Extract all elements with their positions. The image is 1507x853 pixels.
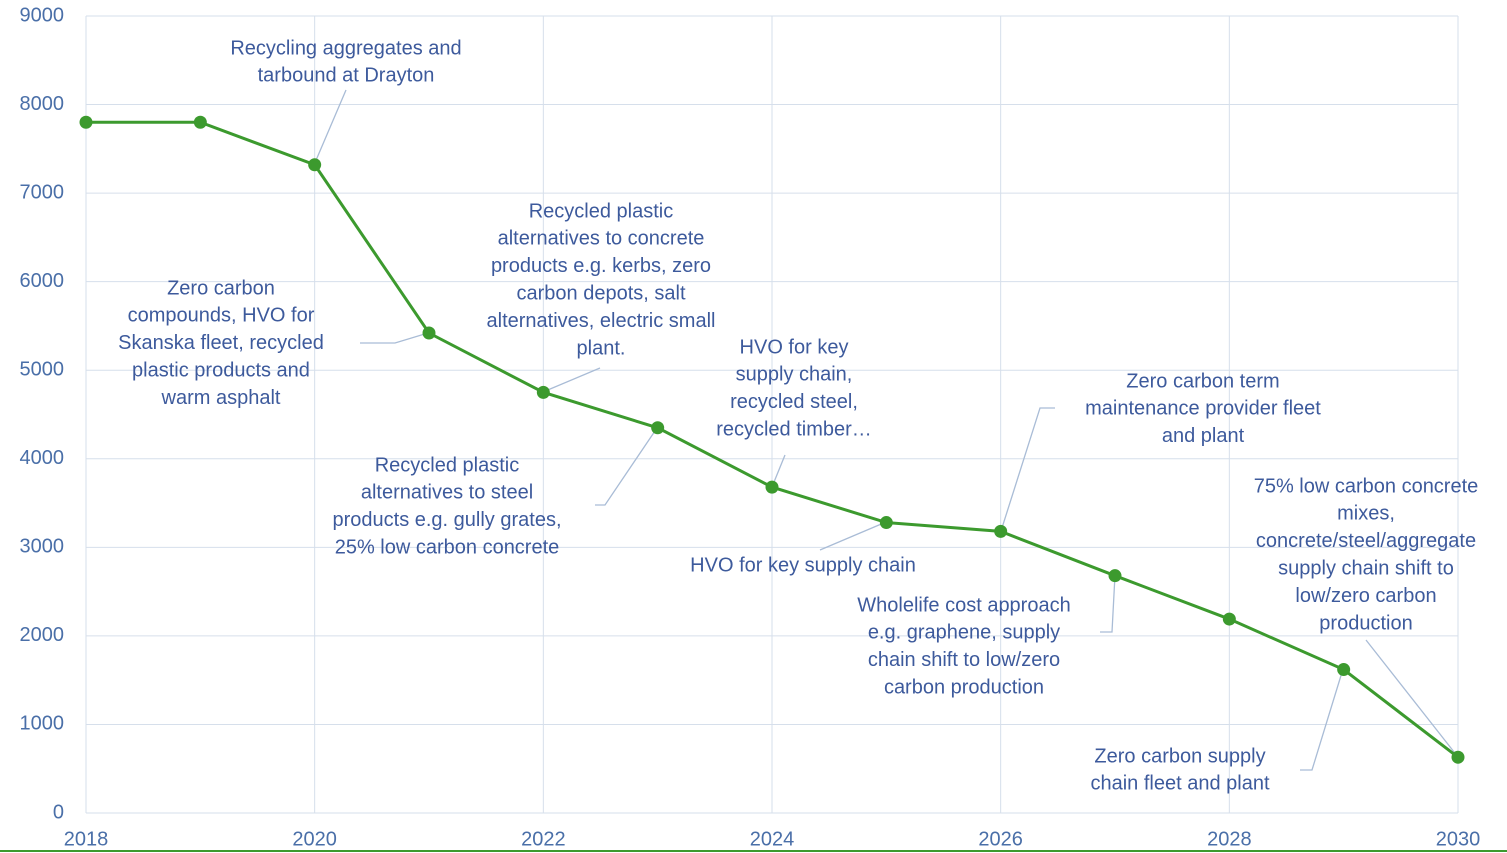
y-tick-label: 9000: [20, 4, 65, 26]
x-tick-label: 2030: [1436, 828, 1481, 850]
y-tick-label: 2000: [20, 624, 65, 646]
annotation-text: supply chain,: [736, 364, 853, 386]
annotation-text: e.g. graphene, supply: [868, 622, 1060, 644]
point: [879, 516, 893, 530]
point: [79, 115, 93, 129]
annotation-text: Skanska fleet, recycled: [118, 332, 324, 354]
annotation-leader: [1000, 407, 1055, 532]
point: [1222, 612, 1236, 626]
annotation-text: compounds, HVO for: [128, 305, 315, 327]
y-tick-label: 0: [53, 801, 64, 823]
point: [994, 524, 1008, 538]
annotation-text: products e.g. gully grates,: [332, 509, 561, 531]
point: [765, 480, 779, 494]
annotation-text: maintenance provider fleet: [1085, 398, 1321, 420]
point: [308, 158, 322, 172]
annotation-text: alternatives, electric small: [487, 310, 716, 332]
annotation-text: Wholelife cost approach: [857, 594, 1070, 616]
annotation-leader: [360, 332, 429, 344]
annotation-text: plastic products and: [132, 359, 310, 381]
annotation-text: plant.: [577, 337, 626, 359]
x-tick-label: 2022: [521, 828, 566, 850]
point: [193, 115, 207, 129]
point: [1108, 569, 1122, 583]
annotation-leader: [819, 521, 887, 551]
annotation-text: 75% low carbon concrete: [1254, 475, 1479, 497]
point: [536, 385, 550, 399]
annotation-text: alternatives to concrete: [498, 228, 705, 250]
annotation-text: concrete/steel/aggregate: [1256, 530, 1476, 552]
annotation-text: alternatives to steel: [361, 482, 533, 504]
y-tick-label: 8000: [20, 93, 65, 115]
annotation-leader: [1365, 639, 1459, 758]
y-tick-label: 7000: [20, 181, 65, 203]
x-tick-label: 2028: [1207, 828, 1252, 850]
y-tick-label: 4000: [20, 447, 65, 469]
annotation-text: warm asphalt: [161, 387, 281, 409]
annotation-text: and plant: [1162, 425, 1245, 447]
annotation-leader: [1100, 574, 1116, 633]
annotation-leader: [1300, 668, 1344, 771]
annotation-text: recycled steel,: [730, 391, 858, 413]
annotation-leader: [542, 367, 601, 393]
annotation-text: Zero carbon supply: [1094, 745, 1265, 767]
y-tick-label: 1000: [20, 713, 65, 735]
annotation-text: carbon depots, salt: [517, 282, 686, 304]
annotation-text: chain shift to low/zero: [868, 649, 1060, 671]
annotation-text: Zero carbon term: [1126, 370, 1279, 392]
annotation-text: production: [1319, 612, 1412, 634]
y-tick-label: 5000: [20, 359, 65, 381]
point: [1451, 750, 1465, 764]
x-tick-label: 2024: [750, 828, 795, 850]
annotation-text: recycled timber…: [716, 418, 872, 440]
annotation-text: supply chain shift to: [1278, 557, 1454, 579]
x-tick-label: 2026: [978, 828, 1023, 850]
annotation-text: HVO for key supply chain: [690, 554, 916, 576]
x-tick-label: 2018: [64, 828, 109, 850]
annotation-text: Recycled plastic: [375, 454, 520, 476]
annotation-leader: [595, 427, 658, 506]
annotation-text: products e.g. kerbs, zero: [491, 255, 711, 277]
annotation-text: low/zero carbon: [1295, 585, 1436, 607]
x-tick-label: 2020: [292, 828, 337, 850]
point: [422, 326, 436, 340]
annotation-text: Recycled plastic: [529, 200, 674, 222]
annotation-text: tarbound at Drayton: [258, 65, 435, 87]
annotation-leader: [313, 89, 347, 166]
point: [1337, 663, 1351, 677]
annotation-text: Recycling aggregates and: [230, 37, 461, 59]
annotation-text: mixes,: [1337, 503, 1395, 525]
annotation-text: Zero carbon: [167, 277, 275, 299]
annotation-text: 25% low carbon concrete: [335, 536, 560, 558]
point: [651, 421, 665, 435]
annotation-text: HVO for key: [740, 336, 849, 358]
y-tick-label: 6000: [20, 270, 65, 292]
annotation-text: chain fleet and plant: [1090, 773, 1269, 795]
y-tick-label: 3000: [20, 536, 65, 558]
annotation-text: carbon production: [884, 676, 1044, 698]
